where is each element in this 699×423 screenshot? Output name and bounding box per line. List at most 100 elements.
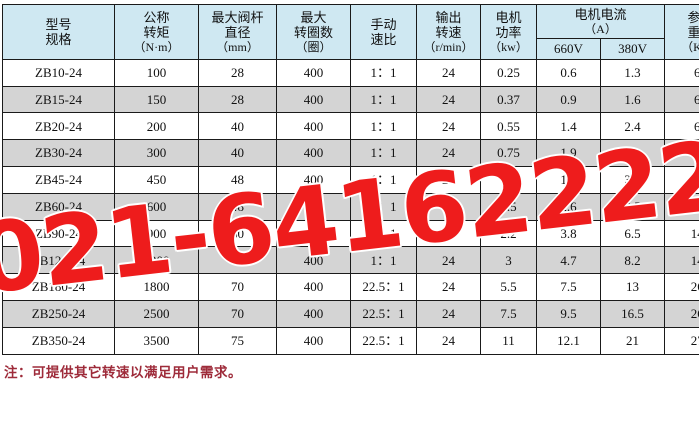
cell-weight: 69	[665, 140, 699, 167]
footer-note: 注：可提供其它转速以满足用户需求。	[4, 361, 699, 381]
cell-output-speed: 24	[417, 274, 481, 301]
cell-current-380v: 3.0	[601, 140, 665, 167]
header-unit: （Kg）	[666, 40, 699, 54]
cell-current-380v: 1.6	[601, 86, 665, 113]
cell-weight: 65	[665, 86, 699, 113]
header-line: 转速	[418, 25, 479, 40]
cell-output-speed: 24	[417, 140, 481, 167]
cell-motor-power: 0.25	[481, 59, 537, 86]
cell-stem-diameter: 60	[199, 247, 277, 274]
cell-current-660v: 0.6	[537, 59, 601, 86]
cell-current-380v: 4.5	[601, 193, 665, 220]
cell-current-660v: 2.6	[537, 193, 601, 220]
cell-output-speed: 24	[417, 327, 481, 354]
header-unit: （A）	[538, 22, 663, 36]
cell-manual-ratio: 22.5：1	[351, 274, 417, 301]
cell-max-turns: 400	[277, 167, 351, 194]
header-line: 转圈数	[278, 25, 349, 40]
cell-max-turns: 400	[277, 220, 351, 247]
cell-output-speed: 24	[417, 167, 481, 194]
cell-motor-power: 0.37	[481, 86, 537, 113]
cell-model: ZB15-24	[3, 86, 115, 113]
cell-manual-ratio: 1：1	[351, 86, 417, 113]
cell-current-660v: 7.5	[537, 274, 601, 301]
cell-manual-ratio: 22.5：1	[351, 327, 417, 354]
cell-manual-ratio: 1：1	[351, 167, 417, 194]
cell-output-speed: 24	[417, 220, 481, 247]
cell-stem-diameter: 48	[199, 167, 277, 194]
header-line: 输出	[418, 10, 479, 25]
cell-max-turns: 400	[277, 113, 351, 140]
cell-max-turns: 400	[277, 59, 351, 86]
header-line: 直径	[200, 25, 275, 40]
cell-current-380v: 16.5	[601, 300, 665, 327]
cell-model: ZB250-24	[3, 300, 115, 327]
cell-output-speed: 24	[417, 86, 481, 113]
cell-manual-ratio: 1：1	[351, 220, 417, 247]
cell-stem-diameter: 48	[199, 193, 277, 220]
cell-current-380v: 8.2	[601, 247, 665, 274]
cell-output-speed: 24	[417, 300, 481, 327]
cell-model: ZB350-24	[3, 327, 115, 354]
cell-manual-ratio: 1：1	[351, 193, 417, 220]
cell-stem-diameter: 28	[199, 59, 277, 86]
header-cell-stem-diameter: 最大阀杆 直径 （mm）	[199, 5, 277, 60]
cell-stem-diameter: 70	[199, 300, 277, 327]
header-cell-current-380v: 380V	[601, 39, 665, 59]
cell-current-380v: 2.4	[601, 113, 665, 140]
cell-torque: 600	[115, 193, 199, 220]
cell-current-660v: 12.1	[537, 327, 601, 354]
cell-manual-ratio: 1：1	[351, 140, 417, 167]
cell-weight: 67	[665, 113, 699, 140]
cell-model: ZB30-24	[3, 140, 115, 167]
header-unit: （N·m）	[116, 40, 197, 54]
header-row-top: 型号 规格 公称 转矩 （N·m） 最大阀杆 直径 （mm） 最大 转圈数 （圈…	[3, 5, 699, 39]
cell-model: ZB20-24	[3, 113, 115, 140]
cell-stem-diameter: 75	[199, 327, 277, 354]
header-line: 功率	[482, 25, 535, 40]
cell-weight: 269	[665, 300, 699, 327]
header-line: 最大阀杆	[200, 10, 275, 25]
header-line: 型号	[4, 17, 113, 32]
cell-stem-diameter: 28	[199, 86, 277, 113]
cell-current-660v: 9.5	[537, 300, 601, 327]
cell-model: ZB180-24	[3, 274, 115, 301]
cell-current-660v: 1.9	[537, 140, 601, 167]
header-unit: （kw）	[482, 40, 535, 54]
cell-model: ZB120-24	[3, 247, 115, 274]
cell-max-turns: 400	[277, 247, 351, 274]
cell-model: ZB10-24	[3, 59, 115, 86]
cell-output-speed: 24	[417, 59, 481, 86]
cell-current-380v: 13	[601, 274, 665, 301]
cell-current-660v: 1.9	[537, 167, 601, 194]
header-cell-motor-current-group: 电机电流 （A）	[537, 5, 665, 39]
cell-weight: 120	[665, 193, 699, 220]
header-cell-weight: 参考 重量 （Kg）	[665, 5, 699, 60]
cell-torque: 150	[115, 86, 199, 113]
cell-torque: 450	[115, 167, 199, 194]
cell-torque: 3500	[115, 327, 199, 354]
cell-torque: 2500	[115, 300, 199, 327]
header-line: 最大	[278, 10, 349, 25]
cell-motor-power: 11	[481, 327, 537, 354]
cell-current-660v: 1.4	[537, 113, 601, 140]
cell-weight: 114	[665, 167, 699, 194]
header-unit: （圈）	[278, 40, 349, 54]
cell-motor-power: 0.55	[481, 113, 537, 140]
header-cell-max-turns: 最大 转圈数 （圈）	[277, 5, 351, 60]
cell-motor-power: 0.75	[481, 140, 537, 167]
header-line: 手动	[352, 17, 415, 32]
cell-motor-power: 5.5	[481, 274, 537, 301]
header-line: 参考	[666, 10, 699, 25]
header-cell-motor-power: 电机 功率 （kw）	[481, 5, 537, 60]
cell-motor-power: 1.1	[481, 167, 537, 194]
cell-max-turns: 400	[277, 327, 351, 354]
header-unit: （r/min）	[418, 40, 479, 54]
